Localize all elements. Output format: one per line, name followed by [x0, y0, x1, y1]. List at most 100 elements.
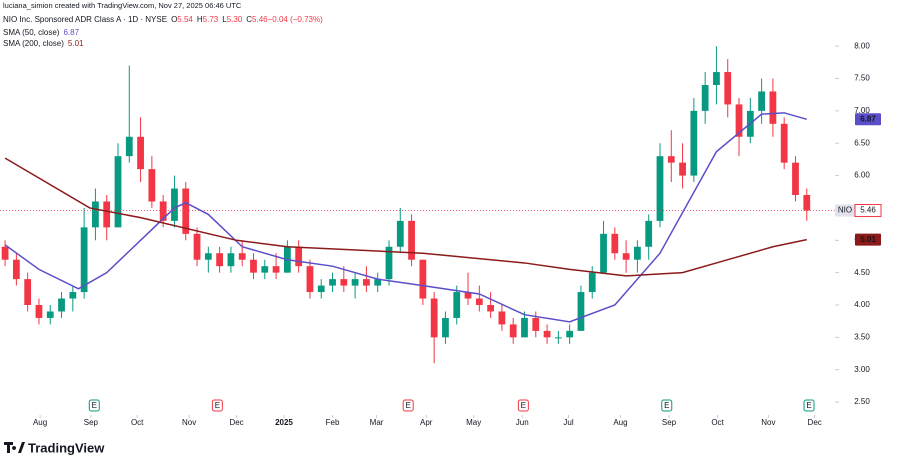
ohlc-value: 5.73	[203, 15, 219, 24]
candle-body	[566, 330, 574, 338]
earnings-badge	[803, 399, 815, 412]
y-tick-label: 4.50	[854, 268, 870, 277]
candle-body	[329, 279, 336, 286]
x-tick-label: 2025	[275, 418, 293, 427]
earnings-label: E	[664, 401, 669, 410]
ohlc-key: O	[171, 15, 177, 24]
candle-body	[554, 337, 562, 339]
earnings-label: E	[406, 401, 411, 410]
candle-body	[487, 305, 494, 312]
earnings-label: E	[92, 401, 97, 410]
y-tick-label: 8.00	[854, 41, 870, 50]
candle-body	[103, 201, 111, 228]
candle-body	[430, 298, 438, 338]
candle-body	[1, 246, 9, 260]
candle-body	[475, 298, 483, 305]
candle-body	[137, 136, 144, 170]
candle-body	[780, 123, 788, 163]
x-tick-label: Aug	[613, 418, 627, 427]
candle-body	[600, 233, 607, 273]
earnings-label: E	[806, 401, 811, 410]
ticker-label: NIO	[838, 206, 852, 215]
candle-body	[193, 233, 201, 260]
x-tick-label: Feb	[326, 418, 340, 427]
candle-body	[611, 233, 619, 254]
candle-body	[701, 85, 709, 111]
y-tick-label: 4.00	[854, 300, 870, 309]
candle-body	[622, 253, 630, 260]
candle-body	[509, 324, 517, 338]
candle-body	[227, 253, 235, 267]
candle-body	[148, 169, 156, 202]
x-tick-label: Sep	[662, 418, 677, 427]
candle-body	[408, 220, 415, 260]
candle-body	[442, 317, 449, 338]
legend-name: SMA (50, close)	[3, 28, 60, 37]
candle-body	[159, 201, 167, 221]
legend-name: SMA (200, close)	[3, 39, 64, 48]
ohlc-value: 5.30	[227, 15, 243, 24]
candle-body	[24, 279, 32, 305]
candle-body	[351, 279, 359, 286]
candle-body	[35, 305, 43, 318]
x-tick-label: Oct	[711, 418, 724, 427]
y-tick-label: 2.50	[854, 397, 870, 406]
x-tick-label: Oct	[131, 418, 144, 427]
price-badge	[854, 204, 882, 218]
candle-body	[114, 156, 122, 228]
candle-body	[679, 162, 686, 176]
candle-body	[645, 220, 653, 247]
ohlc-key: H	[197, 15, 203, 24]
x-tick-label: Dec	[808, 418, 822, 427]
candle-body	[656, 156, 664, 221]
x-tick-label: Dec	[229, 418, 243, 427]
candle-body	[69, 292, 77, 299]
y-tick-label: 7.50	[854, 74, 870, 83]
legend-sma50: SMA (50, close) 6.87	[3, 28, 80, 37]
candle-body	[204, 253, 212, 260]
x-tick-label: Jun	[516, 418, 529, 427]
candle-body	[58, 298, 65, 312]
ohlc-value: 5.46	[252, 15, 268, 24]
candle-body	[363, 279, 370, 286]
sma-line	[4, 157, 807, 277]
ticker-badge	[835, 204, 855, 217]
candle-body	[182, 188, 190, 234]
candle-body	[317, 285, 325, 293]
candle-body	[80, 227, 88, 293]
y-tick-label: 3.50	[854, 332, 870, 341]
sma-badge-label: 6.87	[860, 114, 876, 123]
candle-body	[577, 292, 585, 331]
x-tick-label: Sep	[84, 418, 99, 427]
ohlc-key: C	[246, 15, 252, 24]
earnings-badge	[661, 399, 673, 412]
candle-body	[464, 292, 472, 299]
legend-value: 5.01	[68, 39, 84, 48]
candle-body	[713, 72, 720, 85]
x-tick-label: Nov	[761, 418, 775, 427]
brand-name: TradingView	[28, 440, 105, 455]
y-tick-label: 6.50	[854, 138, 870, 147]
legend-value: 6.87	[63, 28, 79, 37]
candle-body	[588, 272, 596, 293]
y-tick-label: 6.00	[854, 171, 870, 180]
legend-symbol: NIO Inc. Sponsored ADR Class A · 1D · NY…	[3, 15, 323, 24]
brand-logo	[4, 442, 25, 453]
candle-body	[769, 91, 777, 124]
candle-body	[295, 246, 303, 267]
legend-sma200: SMA (200, close) 5.01	[3, 39, 84, 48]
candle-body	[216, 253, 224, 267]
candle-body	[340, 279, 348, 286]
candle-body	[12, 259, 20, 280]
symbol: NIO Inc. Sponsored ADR Class A · 1D · NY…	[3, 15, 167, 24]
candle-body	[396, 220, 404, 247]
earnings-badge	[402, 399, 414, 412]
candle-body	[46, 311, 54, 318]
candle-body	[125, 136, 133, 157]
candle-body	[521, 317, 528, 338]
candle-body	[171, 188, 178, 221]
candle-body	[419, 259, 427, 299]
candle-body	[453, 292, 461, 318]
